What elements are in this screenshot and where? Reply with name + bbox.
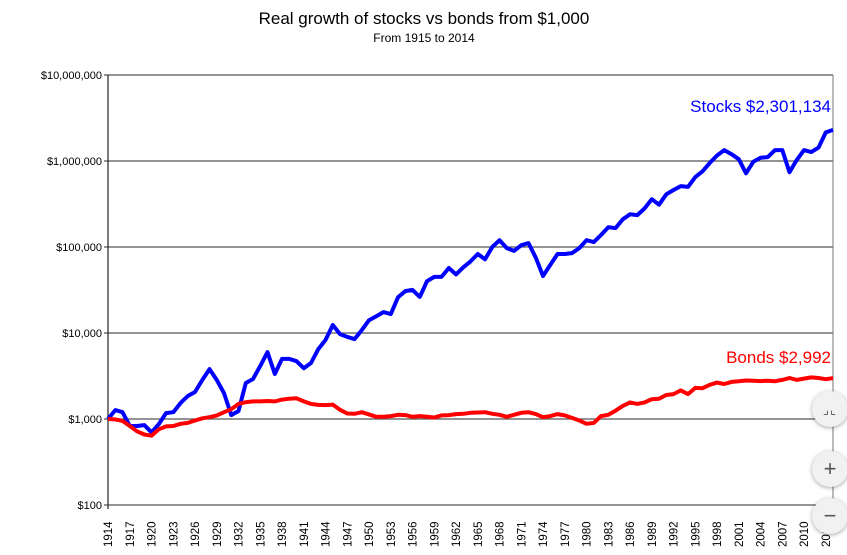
x-tick-label: 2004 [756, 521, 768, 547]
x-tick-label: 1959 [429, 521, 441, 547]
x-tick-label: 1953 [386, 521, 398, 547]
x-tick-label: 1998 [712, 521, 724, 547]
series-line-bonds [107, 375, 834, 438]
x-tick-label: 1944 [321, 521, 333, 547]
x-tick-label: 1935 [255, 521, 267, 547]
x-tick-label: 1980 [582, 521, 594, 547]
series-label-bonds: Bonds $2,992 [726, 348, 831, 367]
y-tick-label: $1,000,000 [47, 156, 102, 168]
x-tick-label: 1983 [603, 521, 615, 547]
fullscreen-exit-icon: ⌟⌞ [822, 401, 838, 417]
x-tick-label: 1950 [364, 521, 376, 547]
x-tick-label: 2001 [734, 521, 746, 547]
chart-subtitle: From 1915 to 2014 [373, 31, 475, 45]
x-tick-label: 1917 [125, 521, 137, 547]
x-tick-label: 1986 [625, 521, 637, 547]
x-tick-label: 1989 [647, 521, 659, 547]
minus-icon: − [823, 503, 837, 528]
x-tick-label: 1956 [408, 521, 420, 547]
y-tick-label: $1,000 [68, 414, 102, 426]
x-tick-label: 1947 [342, 521, 354, 547]
zoom-out-button[interactable]: − [812, 498, 847, 534]
x-tick-label: 1932 [234, 521, 246, 547]
fullscreen-exit-button[interactable]: ⌟⌞ [812, 391, 847, 427]
x-tick-label: 1914 [103, 521, 115, 547]
x-tick-label: 1941 [299, 521, 311, 547]
x-tick-label: 1995 [690, 521, 702, 547]
x-tick-label: 2010 [799, 521, 811, 547]
plus-icon: + [823, 456, 837, 481]
x-tick-label: 1938 [277, 521, 289, 547]
x-tick-label: 1920 [147, 521, 159, 547]
x-tick-label: 1962 [451, 521, 463, 547]
x-tick-label: 1929 [212, 521, 224, 547]
x-tick-label: 1992 [669, 521, 681, 547]
y-tick-label: $100 [78, 500, 102, 512]
zoom-in-button[interactable]: + [812, 451, 847, 487]
x-tick-label: 2007 [777, 521, 789, 547]
x-tick-label: 1923 [168, 521, 180, 547]
x-tick-label: 1971 [516, 521, 528, 547]
chart-title: Real growth of stocks vs bonds from $1,0… [259, 9, 590, 28]
y-tick-label: $10,000 [62, 328, 102, 340]
x-tick-label: 1926 [190, 521, 202, 547]
y-tick-label: $100,000 [56, 242, 102, 254]
series-label-stocks: Stocks $2,301,134 [690, 97, 831, 116]
x-tick-label: 1977 [560, 521, 572, 547]
y-tick-label: $10,000,000 [41, 70, 102, 82]
series-line-stocks [106, 128, 834, 435]
x-tick-label: 1974 [538, 521, 550, 547]
x-tick-label: 1968 [495, 521, 507, 547]
x-tick-label: 1965 [473, 521, 485, 547]
